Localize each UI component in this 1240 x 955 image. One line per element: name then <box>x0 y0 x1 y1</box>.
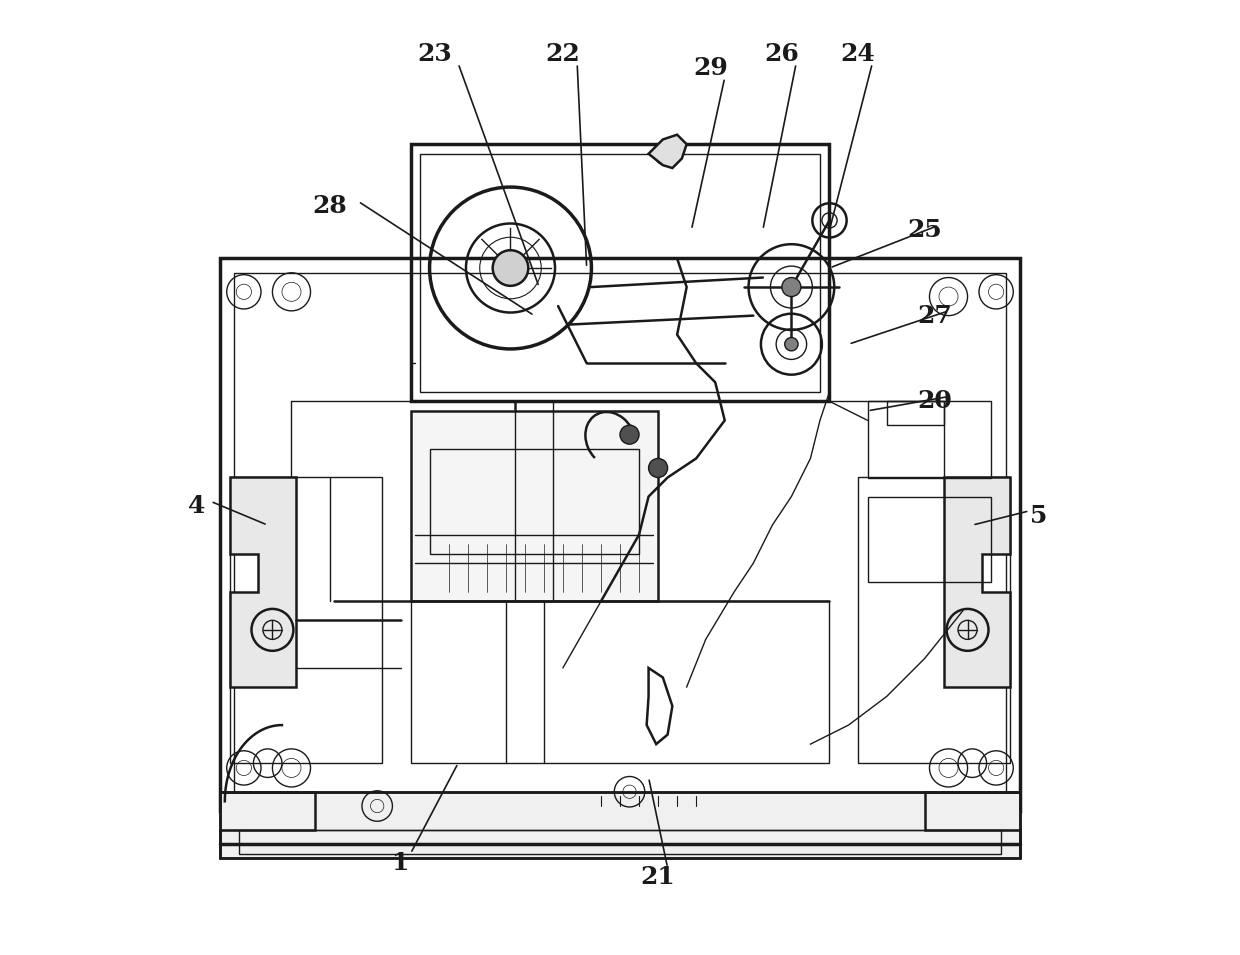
Polygon shape <box>229 478 296 687</box>
Text: 25: 25 <box>908 218 942 242</box>
Text: 22: 22 <box>546 42 580 66</box>
Bar <box>219 259 1021 811</box>
Bar <box>410 411 658 602</box>
Bar <box>239 830 1001 854</box>
Bar <box>219 792 1021 859</box>
Polygon shape <box>649 135 687 168</box>
Circle shape <box>492 250 528 286</box>
Polygon shape <box>944 478 1011 687</box>
Text: 27: 27 <box>916 304 951 328</box>
Bar <box>229 478 382 763</box>
Bar <box>429 449 639 554</box>
Circle shape <box>655 142 677 165</box>
Text: 23: 23 <box>417 42 451 66</box>
Bar <box>410 144 830 401</box>
Text: 20: 20 <box>916 390 951 414</box>
Bar <box>219 792 1021 859</box>
Bar <box>887 401 944 425</box>
Text: 1: 1 <box>392 851 409 875</box>
Bar <box>410 602 830 763</box>
Bar <box>868 401 991 478</box>
Text: 28: 28 <box>312 194 347 218</box>
Circle shape <box>649 458 667 478</box>
Text: 5: 5 <box>1030 503 1048 527</box>
Bar <box>234 273 1006 796</box>
Text: 26: 26 <box>765 42 800 66</box>
Text: 21: 21 <box>641 865 676 889</box>
Text: 4: 4 <box>187 494 205 518</box>
Circle shape <box>782 278 801 297</box>
Circle shape <box>620 425 639 444</box>
Circle shape <box>785 337 799 350</box>
Bar <box>868 497 991 583</box>
Bar <box>858 478 1011 763</box>
Text: 24: 24 <box>841 42 875 66</box>
Text: 29: 29 <box>693 56 728 80</box>
Bar <box>420 154 820 392</box>
